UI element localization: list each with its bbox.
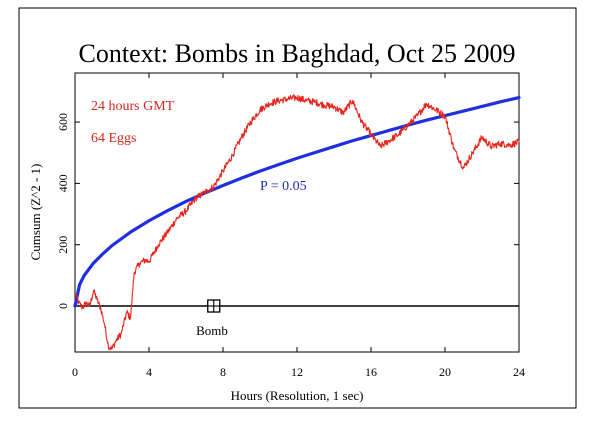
x-tick-label: 4 xyxy=(146,365,152,379)
annotation-eggs: 64 Eggs xyxy=(91,131,137,146)
x-axis-ticks: 0 4 8 12 16 20 24 xyxy=(72,73,525,379)
annotation-bomb: Bomb xyxy=(196,323,228,338)
x-axis-label: Hours (Resolution, 1 sec) xyxy=(231,388,364,403)
x-tick-label: 0 xyxy=(72,365,78,379)
x-tick-label: 12 xyxy=(291,365,303,379)
annotation-significance: P = 0.05 xyxy=(260,179,307,194)
y-tick-label: 0 xyxy=(56,303,70,309)
y-axis-ticks: 0 200 400 600 xyxy=(56,113,519,309)
y-tick-label: 400 xyxy=(56,174,70,192)
chart-title: Context: Bombs in Baghdad, Oct 25 2009 xyxy=(79,39,516,68)
cumsum-line xyxy=(74,94,520,351)
annotation-period: 24 hours GMT xyxy=(91,99,175,114)
y-axis-label: Cumsum (Z^2 - 1) xyxy=(28,164,43,261)
y-tick-label: 200 xyxy=(56,236,70,254)
bomb-event-marker xyxy=(207,299,221,313)
x-tick-label: 16 xyxy=(365,365,377,379)
x-tick-label: 24 xyxy=(513,365,525,379)
significance-curve xyxy=(73,95,521,308)
y-tick-label: 600 xyxy=(56,113,70,131)
x-tick-label: 20 xyxy=(439,365,451,379)
x-tick-label: 8 xyxy=(220,365,226,379)
